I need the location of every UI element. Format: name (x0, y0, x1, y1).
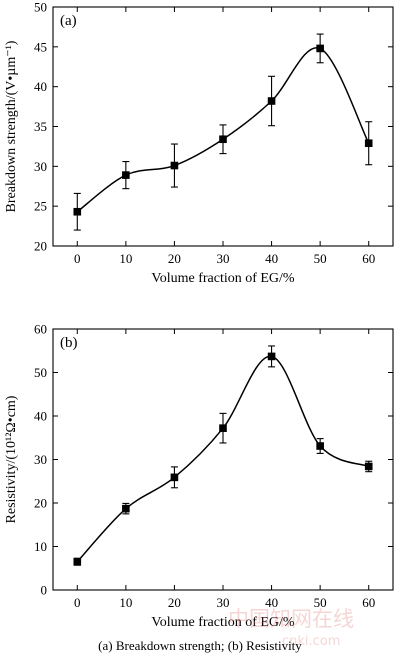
x-tick-label: 20 (168, 251, 181, 266)
x-tick-label: 60 (362, 251, 375, 266)
panel-label: (a) (60, 13, 77, 29)
data-point (122, 171, 130, 179)
data-point (267, 352, 276, 361)
data-point (170, 161, 179, 170)
x-tick-label: 30 (217, 251, 230, 266)
x-tick-label: 0 (74, 595, 81, 610)
panel-label: (b) (60, 335, 78, 351)
data-point (364, 462, 373, 471)
x-tick-label: 50 (314, 595, 327, 610)
data-point (219, 135, 227, 144)
data-point (73, 557, 82, 566)
x-axis-label: Volume fraction of EG/% (151, 615, 295, 630)
y-tick-label: 20 (34, 496, 47, 511)
y-tick-label: 10 (34, 539, 47, 554)
y-tick-label: 50 (34, 365, 47, 380)
y-tick-label: 20 (34, 239, 47, 254)
y-axis-label: Resistivity/(10¹²Ω•cm) (4, 395, 19, 523)
data-point (316, 442, 324, 450)
y-tick-label: 35 (34, 119, 47, 134)
y-tick-label: 45 (34, 39, 47, 54)
data-point (170, 473, 179, 482)
x-tick-label: 0 (74, 251, 81, 266)
data-point (219, 424, 227, 432)
y-tick-label: 50 (34, 0, 47, 15)
chart-panel-a: 0 10 20 30 40 50 60 20 25 30 35 40 45 50 Volume fracti… (4, 0, 394, 286)
x-tick-label: 40 (265, 251, 278, 266)
watermark-text: 中国知网在线 (228, 607, 354, 631)
data-point (267, 97, 276, 105)
data-point (122, 504, 130, 513)
y-tick-label: 25 (34, 199, 47, 214)
watermark-subtext: cnki.com (282, 634, 340, 649)
x-tick-label: 20 (168, 595, 181, 610)
y-tick-label: 30 (34, 159, 47, 174)
data-point (364, 139, 373, 148)
series-line (76, 355, 370, 563)
y-tick-label: 40 (34, 409, 47, 424)
data-point (73, 207, 82, 216)
y-axis-label: Breakdown strength/(V•µm⁻¹) (4, 40, 19, 212)
x-tick-label: 10 (119, 251, 132, 266)
y-tick-label: 30 (34, 452, 47, 467)
figure-caption: (a) Breakdown strength; (b) Resistivity (98, 638, 302, 653)
data-point (316, 44, 324, 53)
x-tick-label: 60 (362, 595, 375, 610)
y-tick-label: 60 (34, 322, 47, 337)
x-tick-label: 40 (265, 595, 278, 610)
x-tick-label: 10 (119, 595, 132, 610)
x-axis-label: Volume fraction of EG/% (151, 271, 295, 286)
x-tick-label: 50 (314, 251, 327, 266)
chart-panel-b: 0 10 20 30 40 50 60 0 10 20 30 40 50 60 Volume fractio… (4, 322, 394, 630)
y-tick-label: 0 (41, 583, 48, 598)
x-tick-label: 30 (217, 595, 230, 610)
y-tick-label: 40 (34, 79, 47, 94)
